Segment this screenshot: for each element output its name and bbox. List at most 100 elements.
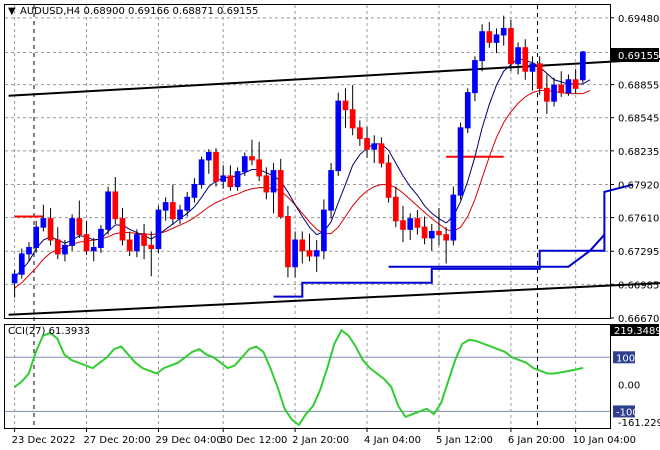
candle-down xyxy=(400,220,406,230)
candle-down xyxy=(141,234,147,246)
x-tick-label: 10 Jan 04:00 xyxy=(573,435,636,446)
candle-down xyxy=(112,191,119,220)
cci-tick-label: -161.2295 xyxy=(618,418,660,429)
x-tick-label: 27 Dec 20:00 xyxy=(84,435,151,446)
candle-down xyxy=(508,28,514,65)
y-tick-label: 0.68235 xyxy=(618,147,659,158)
candle-down xyxy=(443,234,450,241)
candle-down xyxy=(357,127,363,140)
candle-up xyxy=(328,170,334,211)
x-tick-label: 23 Dec 2022 xyxy=(12,435,76,446)
candle-down xyxy=(342,100,349,111)
candle-up xyxy=(155,209,162,250)
y-tick-label: 0.69480 xyxy=(618,14,659,25)
candle-up xyxy=(198,159,205,185)
candle-down xyxy=(414,218,421,228)
candle-down xyxy=(76,218,83,236)
candle-up xyxy=(62,244,68,255)
candle-up xyxy=(26,246,32,255)
candle-down xyxy=(126,239,133,252)
candle-down xyxy=(213,151,219,182)
candle-up xyxy=(500,28,507,36)
y-tick-label: 0.67295 xyxy=(618,247,659,258)
candle-down xyxy=(277,170,284,218)
candle-down xyxy=(54,239,61,255)
candle-down xyxy=(249,156,255,161)
candle-up xyxy=(18,253,25,275)
candle-up xyxy=(565,79,572,94)
cci-level-badge xyxy=(613,405,635,418)
candle-down xyxy=(378,143,385,164)
x-tick-label: 5 Jan 12:00 xyxy=(436,435,493,446)
candle-up xyxy=(205,151,212,161)
candle-up xyxy=(450,194,457,241)
candle-up xyxy=(313,250,320,257)
candle-up xyxy=(162,202,169,211)
candle-up xyxy=(321,209,327,252)
candle-up xyxy=(241,156,248,173)
channel-lower-line xyxy=(8,282,660,316)
candle-up xyxy=(428,230,435,239)
header-arrow-icon: ▼ xyxy=(8,6,16,17)
cci-line xyxy=(13,328,584,427)
symbol-header: AUDUSD,H4 0.68900 0.69166 0.68871 0.6915… xyxy=(20,6,258,17)
candle-up xyxy=(292,239,298,268)
candle-down xyxy=(119,218,126,241)
ma-slow-line xyxy=(14,89,591,289)
x-tick-label: 2 Jan 20:00 xyxy=(292,435,349,446)
candle-down xyxy=(364,138,370,150)
cci-tick-label: 0.00 xyxy=(618,380,640,391)
candle-down xyxy=(47,218,54,241)
candle-up xyxy=(134,234,140,252)
candle-up xyxy=(407,218,414,230)
candle-down xyxy=(392,196,399,222)
candle-down xyxy=(285,216,291,268)
candle-up xyxy=(579,51,586,81)
candle-up xyxy=(184,196,191,211)
cci-max-badge: 219.3489 xyxy=(611,324,660,337)
cci-axis: 100 0.00 -100-161.2295 xyxy=(613,351,660,429)
candle-down xyxy=(227,175,234,188)
candle-up xyxy=(234,171,241,188)
candle-down xyxy=(486,31,493,43)
candle-up xyxy=(515,47,521,65)
candle-up xyxy=(457,127,464,196)
cci-header: CCI(27) 61.3933 xyxy=(8,326,90,337)
candle-down xyxy=(436,230,442,236)
x-tick-label: 30 Dec 12:00 xyxy=(220,435,287,446)
y-tick-label: 0.66985 xyxy=(618,280,659,291)
x-tick-label: 6 Jan 20:00 xyxy=(508,435,565,446)
candle-down xyxy=(148,244,155,250)
candle-down xyxy=(306,250,313,257)
candle-down xyxy=(522,47,529,72)
candle-up xyxy=(33,226,40,248)
cci-level-badge xyxy=(613,351,635,364)
current-price-badge: 0.69155 xyxy=(611,48,659,62)
y-tick-label: 0.67920 xyxy=(618,180,659,191)
candle-down xyxy=(299,239,306,252)
candle-down xyxy=(385,162,392,198)
cci-series xyxy=(13,328,584,427)
candle-up xyxy=(90,246,97,252)
candle-up xyxy=(464,92,471,129)
cci-max-label: 219.3489 xyxy=(614,326,660,337)
candle-up xyxy=(177,209,183,220)
x-tick-label: 29 Dec 04:00 xyxy=(155,435,222,446)
candle-down xyxy=(544,87,550,102)
secondary-support-line xyxy=(388,234,606,268)
candles xyxy=(11,15,586,298)
candle-down xyxy=(536,63,543,89)
candle-up xyxy=(270,170,277,193)
candle-down xyxy=(421,226,428,239)
candle-up xyxy=(11,273,18,284)
candle-down xyxy=(349,109,356,129)
y-tick-label: 0.67610 xyxy=(618,214,659,225)
candle-up xyxy=(335,100,342,172)
candle-up xyxy=(371,143,378,150)
candle-up xyxy=(479,31,485,62)
candle-up xyxy=(105,191,111,230)
candle-up xyxy=(191,183,198,198)
candle-down xyxy=(169,202,176,220)
